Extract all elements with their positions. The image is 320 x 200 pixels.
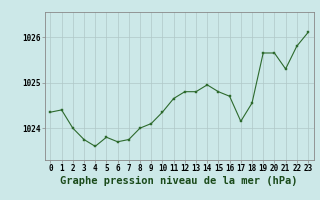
X-axis label: Graphe pression niveau de la mer (hPa): Graphe pression niveau de la mer (hPa) (60, 176, 298, 186)
